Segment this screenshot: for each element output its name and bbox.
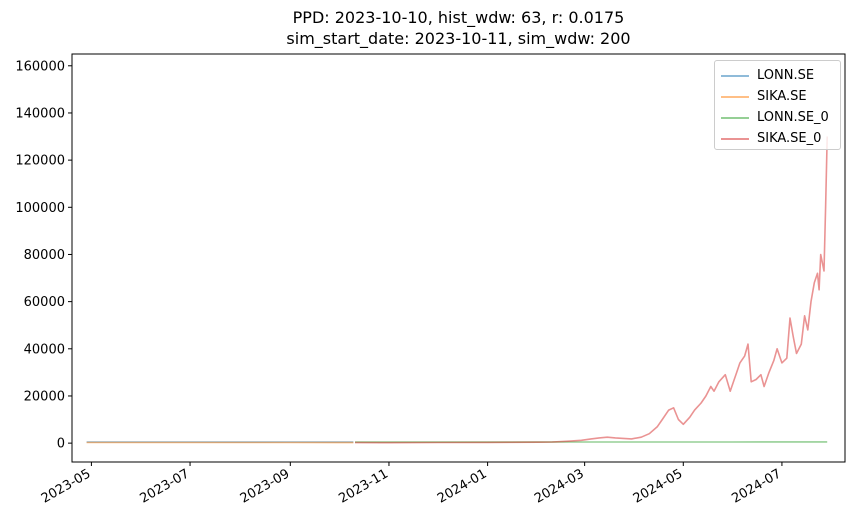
legend-item-0: LONN.SE xyxy=(721,65,840,86)
legend-swatch-0 xyxy=(721,74,749,77)
series-group xyxy=(86,136,828,444)
legend: LONN.SE SIKA.SE LONN.SE_0 SIKA.SE_0 xyxy=(714,60,841,150)
legend-item-2: LONN.SE_0 xyxy=(721,107,840,128)
legend-swatch-1 xyxy=(721,95,749,98)
chart-title-line-1: PPD: 2023-10-10, hist_wdw: 63, r: 0.0175 xyxy=(292,8,625,27)
x-tick-label-3: 2023-11 xyxy=(336,466,391,506)
legend-label-1: SIKA.SE xyxy=(757,89,807,104)
legend-label-2: LONN.SE_0 xyxy=(757,110,829,125)
y-tick-label-4: 80000 xyxy=(24,248,65,263)
x-tick-label-2: 2023-09 xyxy=(238,466,293,506)
legend-label-0: LONN.SE xyxy=(757,68,815,83)
y-tick-label-8: 160000 xyxy=(15,59,65,74)
y-tick-label-0: 0 xyxy=(57,437,65,452)
x-tick-label-5: 2024-03 xyxy=(532,466,587,506)
legend-swatch-3 xyxy=(721,137,749,140)
legend-swatch-2 xyxy=(721,116,749,119)
x-tick-label-6: 2024-05 xyxy=(631,466,686,506)
x-tick-label-1: 2023-07 xyxy=(138,466,193,506)
legend-item-3: SIKA.SE_0 xyxy=(721,128,840,149)
y-tick-label-3: 60000 xyxy=(24,295,65,310)
legend-label-3: SIKA.SE_0 xyxy=(757,131,822,146)
chart-title-line-2: sim_start_date: 2023-10-11, sim_wdw: 200 xyxy=(286,29,631,48)
legend-item-1: SIKA.SE xyxy=(721,86,840,107)
y-tick-label-6: 120000 xyxy=(15,154,65,169)
x-tick-label-7: 2024-07 xyxy=(729,466,784,506)
plot-frame xyxy=(71,53,846,463)
y-tick-label-7: 140000 xyxy=(15,106,65,121)
y-tick-label-1: 20000 xyxy=(24,389,65,404)
y-tick-label-2: 40000 xyxy=(24,342,65,357)
series-line-3 xyxy=(354,136,828,444)
y-tick-label-5: 100000 xyxy=(15,201,65,216)
x-tick-label-0: 2023-05 xyxy=(39,466,94,506)
x-tick-label-4: 2024-01 xyxy=(435,466,490,506)
